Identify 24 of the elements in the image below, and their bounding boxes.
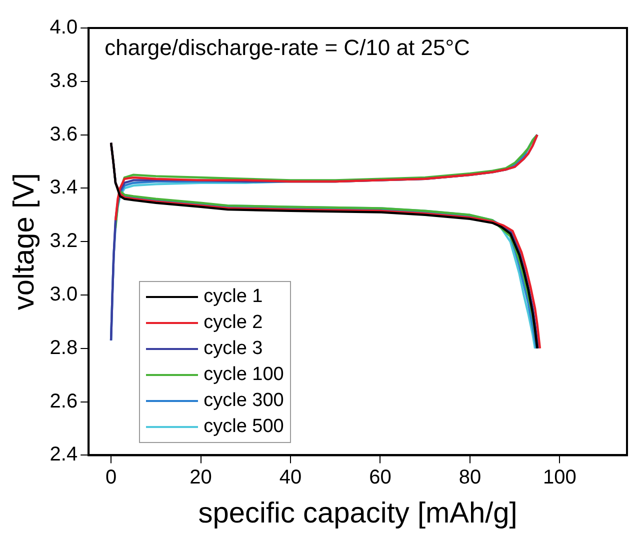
legend-label: cycle 300 xyxy=(204,390,284,412)
y-tick-label: 3.0 xyxy=(50,284,78,306)
legend-label: cycle 1 xyxy=(204,286,263,308)
y-tick-label: 4.0 xyxy=(50,16,78,39)
x-tick-label: 60 xyxy=(369,466,392,489)
x-tick-label: 20 xyxy=(190,466,212,489)
y-tick-label: 3.8 xyxy=(50,70,78,92)
y-tick-label: 2.8 xyxy=(50,336,78,359)
x-tick-label: 0 xyxy=(105,466,117,489)
annotation: charge/discharge-rate = C/10 at 25°C xyxy=(104,35,470,60)
y-tick-label: 3.4 xyxy=(50,176,78,199)
y-tick-label: 3.2 xyxy=(50,230,78,252)
legend-label: cycle 500 xyxy=(204,416,284,438)
x-tick-label: 100 xyxy=(543,466,576,489)
y-tick-label: 2.4 xyxy=(50,444,78,466)
legend-label: cycle 100 xyxy=(204,364,284,386)
y-axis-title: voltage [V] xyxy=(8,173,40,310)
legend-label: cycle 2 xyxy=(204,312,263,334)
x-tick-label: 40 xyxy=(279,466,302,489)
y-tick-label: 3.6 xyxy=(50,123,78,146)
legend-label: cycle 3 xyxy=(204,338,263,360)
y-tick-label: 2.6 xyxy=(50,390,78,412)
x-tick-label: 80 xyxy=(458,466,482,489)
x-axis-title: specific capacity [mAh/g] xyxy=(198,498,518,530)
